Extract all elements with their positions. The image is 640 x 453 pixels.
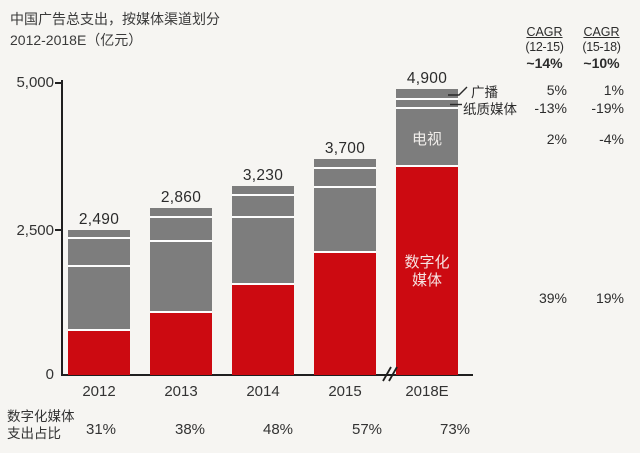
bar-segment-数字化媒体-2014: [232, 284, 294, 375]
cagr-print-15-18: -19%: [591, 100, 624, 116]
cagr-range-label-2: (15-18): [582, 40, 621, 54]
digital-share-row-label: 数字化媒体 支出占比: [7, 408, 75, 442]
cagr-digital-12-15: 39%: [538, 290, 567, 306]
stacked-bar-2018E: [396, 88, 458, 375]
segment-separator: [314, 185, 376, 188]
chart-title: 中国广告总支出，按媒体渠道划分 2012-2018E（亿元）: [10, 9, 220, 51]
segment-separator: [314, 250, 376, 253]
bar-segment-数字化媒体-2015: [314, 251, 376, 375]
cagr-print-12-15: -13%: [534, 100, 567, 116]
digital-share-value-2015: 57%: [351, 421, 383, 438]
segment-separator: [314, 167, 376, 170]
bar-segment-电视-2018E: [396, 108, 458, 167]
tv-segment-label: 电视: [411, 131, 442, 148]
y-tickmark-5000: [55, 82, 62, 84]
y-axis-line: [61, 80, 63, 375]
digital-share-value-2012: 31%: [85, 421, 117, 438]
stacked-bar-2013: [150, 207, 212, 375]
bar-segment-电视-2014: [232, 216, 294, 285]
cagr-row-tv: 2% -4%: [518, 131, 628, 147]
segment-separator: [396, 165, 458, 168]
cagr-row-print: -13% -19%: [518, 100, 628, 116]
bar-segment-数字化媒体-2018E: [396, 166, 458, 375]
x-axis-line: [61, 374, 473, 376]
y-tick-5000: 5,000: [16, 74, 54, 91]
bar-segment-纸质媒体-2013: [150, 216, 212, 242]
segment-separator: [396, 107, 458, 110]
bar-segment-广播-2015: [314, 158, 376, 169]
cagr-header-label-2: CAGR: [583, 25, 620, 39]
y-tick-2500: 2,500: [16, 222, 54, 239]
cagr-row-digital: 39% 19%: [518, 290, 628, 306]
print-callout-label: 纸质媒体: [463, 102, 517, 117]
segment-separator: [150, 240, 212, 243]
bar-segment-数字化媒体-2012: [68, 329, 130, 375]
cagr-overall-1: ~14%: [526, 55, 563, 71]
bar-segment-数字化媒体-2013: [150, 311, 212, 375]
x-axis-label-2012: 2012: [82, 383, 116, 400]
digital-share-row-label-line2: 支出占比: [7, 426, 61, 441]
cagr-row-radio: 5% 1%: [518, 82, 628, 98]
bar-segment-广播-2013: [150, 207, 212, 217]
segment-separator: [232, 215, 294, 218]
chart-title-line1: 中国广告总支出，按媒体渠道划分: [10, 11, 220, 27]
segment-separator: [232, 194, 294, 197]
cagr-digital-15-18: 19%: [595, 290, 624, 306]
y-tick-0: 0: [45, 366, 54, 383]
x-axis-label-2013: 2013: [164, 383, 198, 400]
cagr-column-12-15: CAGR (12-15) ~14%: [518, 25, 571, 71]
radio-callout-label: 广播: [471, 85, 498, 100]
cagr-column-15-18: CAGR (15-18) ~10%: [575, 25, 628, 71]
bar-total-label-2014: 3,230: [242, 167, 284, 185]
segment-separator: [68, 236, 130, 239]
segment-separator: [396, 97, 458, 100]
digital-segment-label: 数字化 媒体: [396, 254, 458, 290]
digital-share-value-2014: 48%: [262, 421, 294, 438]
cagr-overall-2: ~10%: [583, 55, 620, 71]
bar-segment-纸质媒体-2015: [314, 168, 376, 187]
cagr-range-label-1: (12-15): [525, 40, 564, 54]
digital-share-row-label-line1: 数字化媒体: [7, 409, 75, 424]
digital-share-value-2018E: 73%: [439, 421, 471, 438]
bar-total-label-2018E: 4,900: [406, 69, 448, 87]
segment-separator: [150, 310, 212, 313]
bar-segment-广播-2018E: [396, 88, 458, 99]
cagr-tv-15-18: -4%: [599, 131, 624, 147]
segment-separator: [232, 283, 294, 286]
bar-segment-电视-2013: [150, 241, 212, 312]
x-axis-label-2015: 2015: [328, 383, 362, 400]
bar-segment-纸质媒体-2014: [232, 195, 294, 217]
stacked-bar-2012: [68, 229, 130, 375]
x-axis-label-2014: 2014: [246, 383, 280, 400]
bar-segment-电视-2015: [314, 186, 376, 252]
bar-segment-纸质媒体-2012: [68, 237, 130, 266]
digital-segment-label-line1: 数字化: [404, 254, 450, 271]
bar-segment-电视-2012: [68, 265, 130, 330]
x-axis-label-2018E: 2018E: [405, 383, 449, 400]
bar-total-label-2013: 2,860: [160, 188, 202, 206]
segment-separator: [68, 328, 130, 331]
stacked-bar-2014: [232, 186, 294, 375]
digital-segment-label-line2: 媒体: [411, 272, 442, 289]
bar-total-label-2012: 2,490: [78, 210, 120, 228]
bar-segment-广播-2012: [68, 229, 130, 238]
y-tickmark-2500: [55, 229, 62, 231]
cagr-tv-12-15: 2%: [546, 131, 567, 147]
digital-share-value-2013: 38%: [174, 421, 206, 438]
cagr-header: CAGR (12-15) ~14% CAGR (15-18) ~10%: [518, 25, 628, 71]
bar-total-label-2015: 3,700: [324, 139, 366, 157]
chart-title-line2: 2012-2018E（亿元）: [10, 32, 143, 48]
stacked-bar-2015: [314, 158, 376, 375]
segment-separator: [68, 264, 130, 267]
cagr-radio-15-18: 1%: [603, 82, 624, 98]
cagr-radio-12-15: 5%: [546, 82, 567, 98]
cagr-header-label-1: CAGR: [526, 25, 563, 39]
bar-segment-广播-2014: [232, 186, 294, 196]
bar-segment-纸质媒体-2018E: [396, 98, 458, 109]
segment-separator: [150, 215, 212, 218]
